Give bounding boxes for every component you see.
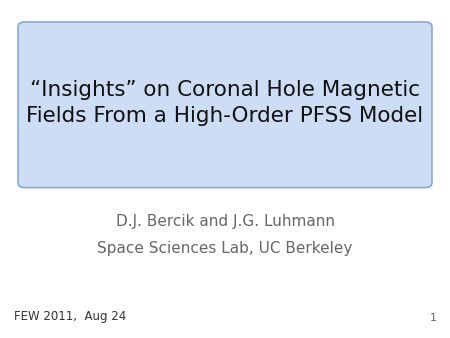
Text: FEW 2011,  Aug 24: FEW 2011, Aug 24 [14,310,126,323]
Text: 1: 1 [429,313,436,323]
Text: “Insights” on Coronal Hole Magnetic
Fields From a High-Order PFSS Model: “Insights” on Coronal Hole Magnetic Fiel… [27,80,423,126]
Text: D.J. Bercik and J.G. Luhmann: D.J. Bercik and J.G. Luhmann [116,214,334,229]
Text: Space Sciences Lab, UC Berkeley: Space Sciences Lab, UC Berkeley [97,241,353,256]
FancyBboxPatch shape [18,22,432,188]
